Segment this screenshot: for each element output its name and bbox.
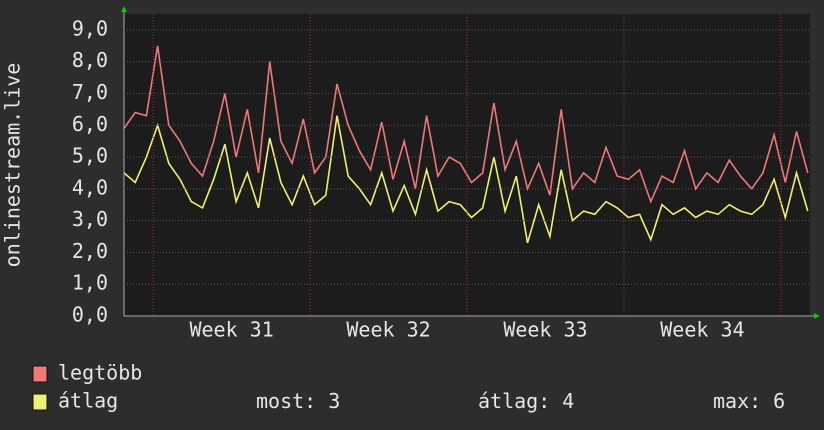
- x-tick-label: Week 33: [503, 318, 587, 342]
- y-tick-label: 1,0: [72, 271, 108, 295]
- y-tick-label: 5,0: [72, 144, 108, 168]
- y-tick-label: 2,0: [72, 239, 108, 263]
- stat-label: max:: [713, 389, 761, 413]
- y-tick-label: 8,0: [72, 48, 108, 72]
- x-tick-label: Week 32: [346, 318, 430, 342]
- legend-swatch: [32, 393, 48, 411]
- legend-swatch: [32, 365, 48, 383]
- y-arrow: [121, 6, 127, 12]
- x-arrow: [814, 313, 820, 319]
- stat-value: 3: [328, 389, 340, 413]
- y-tick-label: 6,0: [72, 112, 108, 136]
- y-tick-label: 9,0: [72, 16, 108, 40]
- y-tick-label: 7,0: [72, 80, 108, 104]
- y-tick-label: 3,0: [72, 207, 108, 231]
- stat: átlag: 4: [478, 389, 574, 413]
- series-line: [123, 115, 809, 244]
- legend-label: átlag: [58, 389, 118, 413]
- stat: most: 3: [256, 389, 340, 413]
- legend-label: legtöbb: [58, 361, 142, 385]
- y-tick-label: 4,0: [72, 175, 108, 199]
- axes: [121, 6, 820, 319]
- stat-label: most:: [256, 389, 316, 413]
- stat-value: 6: [773, 389, 785, 413]
- y-tick-label: 0,0: [72, 303, 108, 327]
- stat-value: 4: [562, 389, 574, 413]
- y-axis-label: onlinestream.live: [1, 63, 25, 268]
- x-tick-label: Week 31: [189, 318, 273, 342]
- x-tick-label: Week 34: [660, 318, 744, 342]
- stat: max: 6: [713, 389, 785, 413]
- series-line: [123, 45, 809, 204]
- stat-label: átlag:: [478, 389, 550, 413]
